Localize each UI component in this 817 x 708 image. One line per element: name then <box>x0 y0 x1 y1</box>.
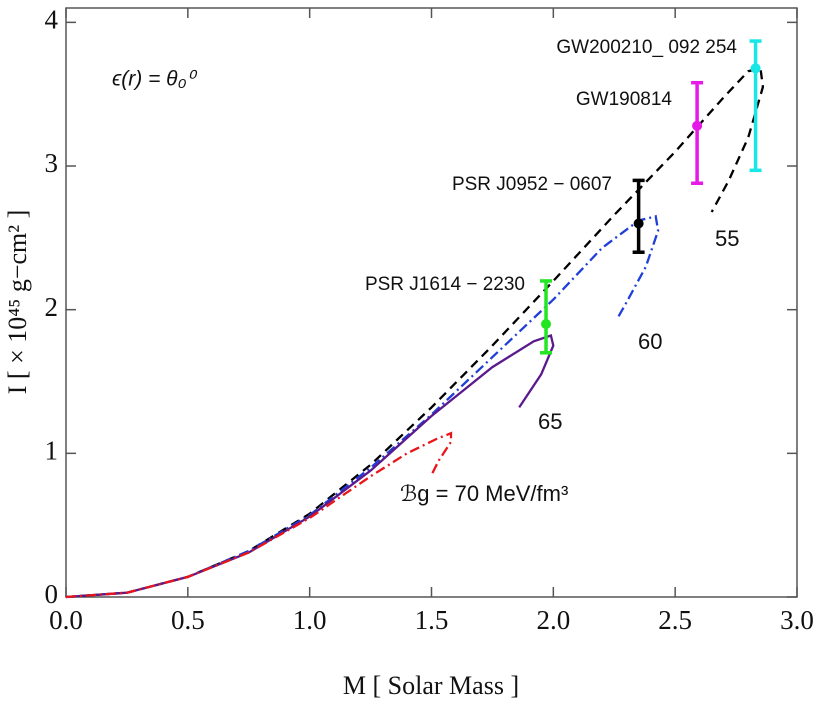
data-point <box>750 63 761 74</box>
x-tick-label: 1.5 <box>415 605 449 635</box>
y-tick-label: 1 <box>45 436 59 466</box>
curve <box>65 334 555 599</box>
y-tick-label: 2 <box>45 292 59 322</box>
curve-label: 65 <box>538 409 562 434</box>
point-label: GW190814 <box>576 89 673 110</box>
annotation: ϵ(r) = θ₀⁰ <box>112 68 198 91</box>
y-tick-label: 3 <box>45 148 59 178</box>
x-tick-label: 1.0 <box>293 605 327 635</box>
y-tick-label: 4 <box>45 5 59 35</box>
x-axis-label: M [ Solar Mass ] <box>343 671 519 700</box>
point-label: GW200210_ 092 254 <box>556 37 737 58</box>
x-tick-label: 2.0 <box>536 605 570 635</box>
curve <box>65 214 660 599</box>
x-tick-label: 0.0 <box>49 605 83 635</box>
point-label: PSR J0952 − 0607 <box>452 174 612 195</box>
x-tick-label: 2.5 <box>658 605 692 635</box>
curve <box>65 431 453 599</box>
data-point <box>541 319 552 330</box>
data-point <box>633 218 644 229</box>
point-label: PSR J1614 − 2230 <box>365 274 525 295</box>
x-tick-label: 3.0 <box>780 605 814 635</box>
curve-label: 55 <box>715 226 739 251</box>
y-axis-label: I [ × 10⁴⁵ g−cm² ] <box>3 210 32 395</box>
curve-label: 60 <box>638 329 662 354</box>
y-tick-label: 0 <box>45 579 59 609</box>
curve-label: ℬg = 70 MeV/fm³ <box>400 481 568 506</box>
plot-frame <box>65 7 798 598</box>
x-tick-label: 0.5 <box>171 605 205 635</box>
data-point <box>692 120 703 131</box>
